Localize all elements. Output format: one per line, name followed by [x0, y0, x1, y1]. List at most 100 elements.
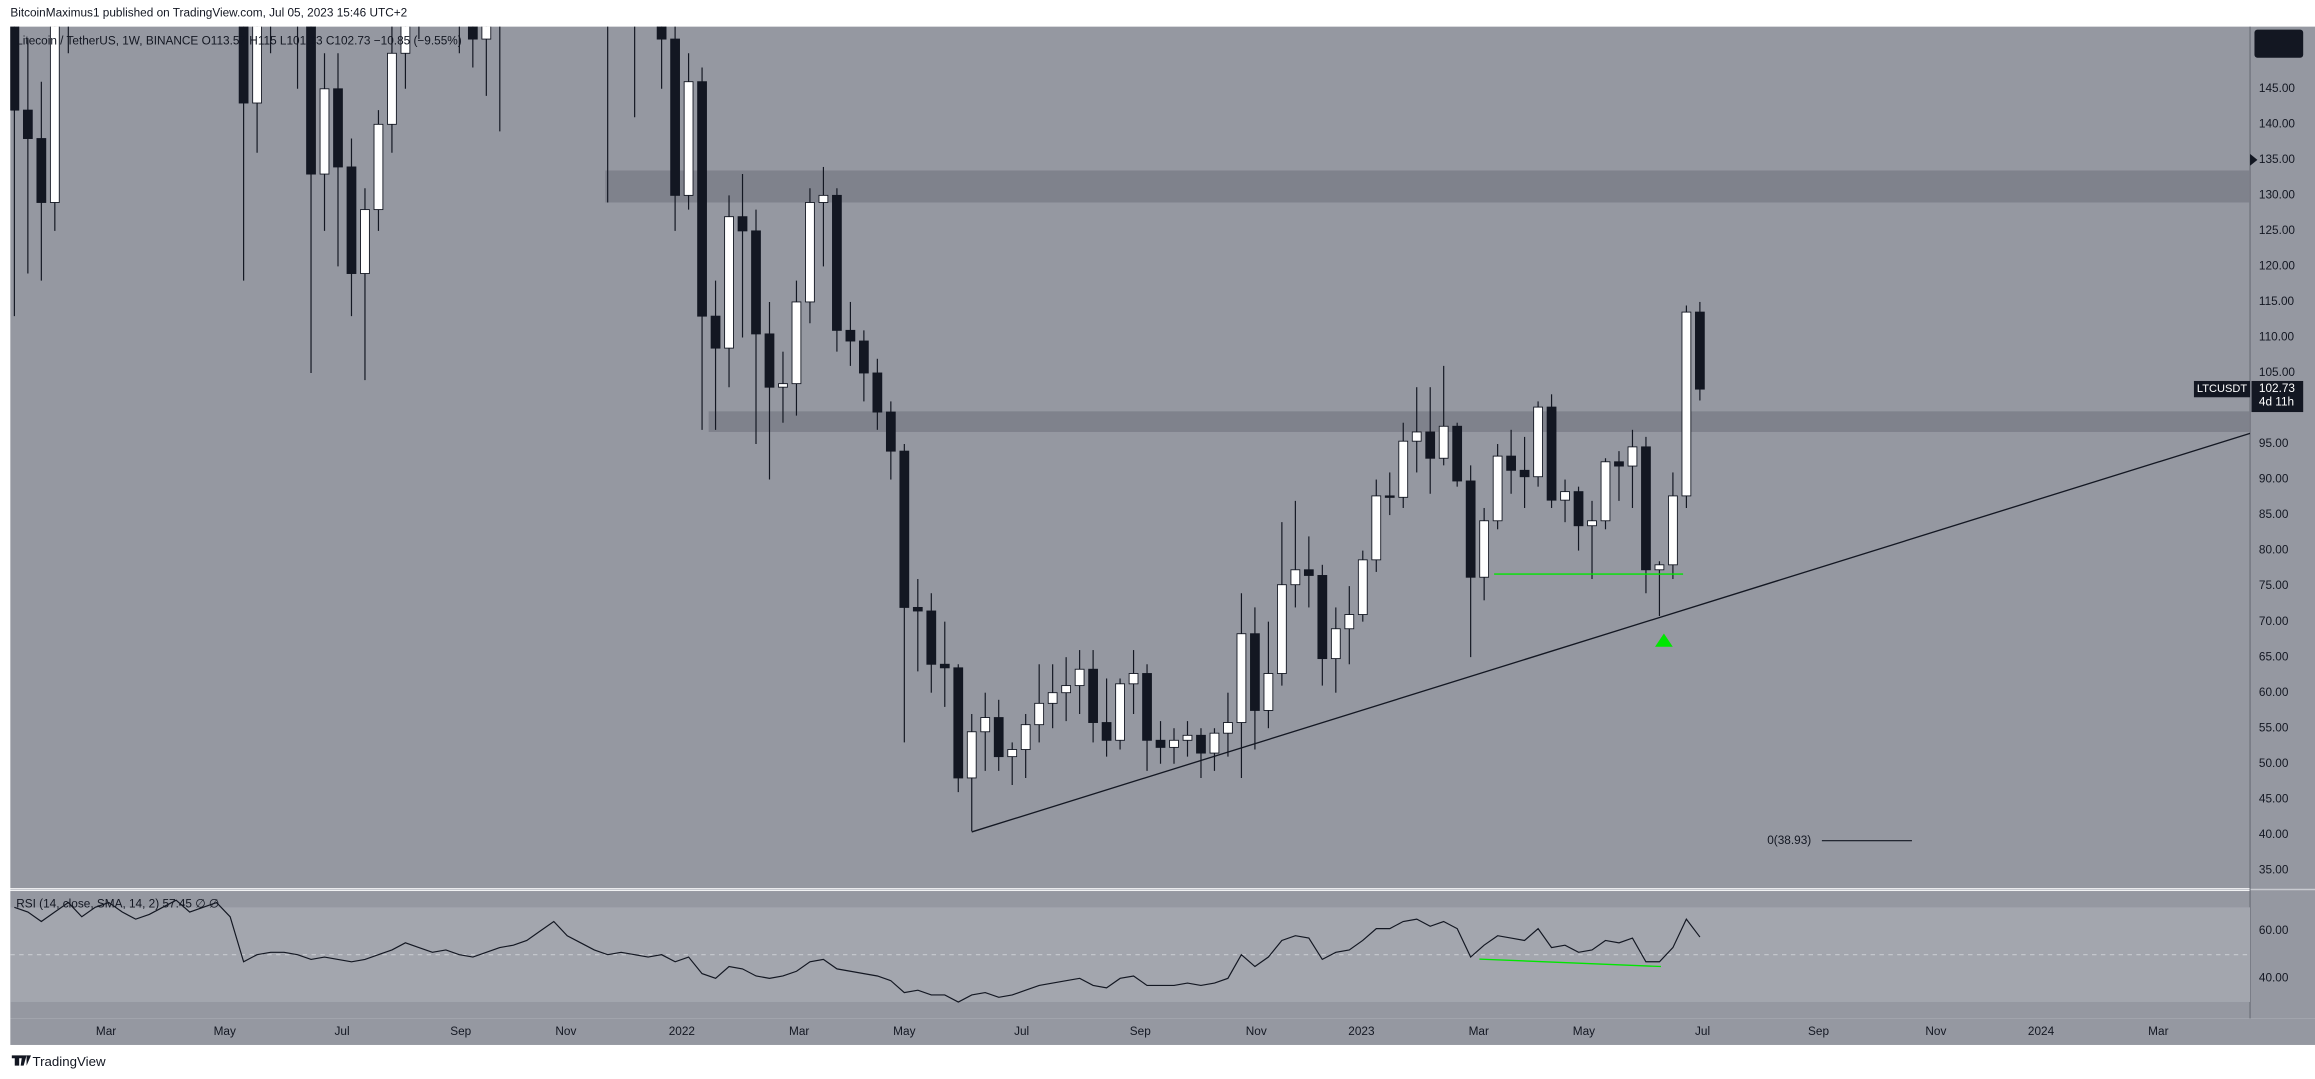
- candle-body: [656, 26, 667, 40]
- candle-body: [1384, 495, 1395, 498]
- y-tick-label: 125.00: [2259, 223, 2296, 237]
- symbol-box: [2193, 380, 2251, 398]
- candle-body: [1034, 702, 1045, 726]
- rsi-tick-label: 40.00: [2259, 970, 2289, 984]
- candle-body: [724, 216, 734, 349]
- y-tick-label: 40.00: [2259, 827, 2289, 841]
- candle-body: [1317, 575, 1328, 660]
- time-axis: [10, 1018, 2315, 1045]
- candle-body: [953, 667, 964, 779]
- candle-body: [1128, 673, 1139, 685]
- y-tick-label: 45.00: [2259, 791, 2289, 805]
- candle-body: [697, 81, 707, 317]
- candle-body: [1020, 724, 1031, 750]
- candle-body: [1465, 480, 1476, 578]
- candle-body: [737, 216, 748, 232]
- fib-label: 0(38.93): [1767, 833, 1811, 847]
- candle-body: [872, 372, 883, 413]
- candle-body: [306, 26, 316, 175]
- legend-value: 102.73: [334, 34, 371, 48]
- resistance-zone: [605, 170, 2251, 203]
- candle-body: [1263, 673, 1274, 711]
- x-tick-label: Nov: [1246, 1024, 1267, 1038]
- y-tick-label: 115.00: [2259, 294, 2295, 308]
- candle-body: [1344, 614, 1355, 630]
- legend-key: O: [202, 34, 211, 48]
- candle-body: [939, 663, 950, 669]
- candle-body: [1330, 628, 1341, 660]
- corner-button[interactable]: [2254, 29, 2304, 58]
- price-box: [2251, 380, 2304, 413]
- y-tick-label: 145.00: [2259, 81, 2296, 95]
- legend-key: L: [280, 34, 287, 48]
- candle-body: [1115, 683, 1125, 741]
- candle-body: [1290, 569, 1301, 586]
- x-tick-label: Mar: [96, 1024, 116, 1038]
- candle-body: [360, 209, 370, 274]
- legend-title: Litecoin / TetherUS, 1W, BINANCE: [16, 34, 198, 48]
- y-tick-label: 135.00: [2259, 152, 2296, 166]
- candle-body: [1668, 495, 1678, 566]
- x-tick-label: May: [1573, 1024, 1595, 1038]
- candle-body: [778, 383, 788, 388]
- candle-body: [1519, 469, 1530, 478]
- rsi-tick-label: 60.00: [2259, 923, 2289, 937]
- x-tick-label: Sep: [1130, 1024, 1151, 1038]
- header: BitcoinMaximus1 published on TradingView…: [10, 5, 407, 19]
- y-tick-label: 105.00: [2259, 365, 2296, 379]
- main-plot: 0(38.93): [10, 26, 2251, 847]
- resistance-zone: [708, 411, 2251, 432]
- y-tick-label: 130.00: [2259, 187, 2296, 201]
- candle-body: [764, 333, 775, 388]
- y-tick-label: 80.00: [2259, 543, 2289, 557]
- candle-body: [966, 731, 977, 779]
- candle-body: [926, 610, 937, 665]
- candle-body: [1155, 739, 1166, 748]
- candle-body: [710, 315, 721, 349]
- y-tick-label: 70.00: [2259, 614, 2289, 628]
- x-tick-label: Sep: [1808, 1024, 1829, 1038]
- candle-body: [670, 38, 680, 196]
- rsi-extra: ∅ ∅: [195, 896, 219, 910]
- candle-body: [400, 26, 411, 54]
- trendline: [971, 432, 2251, 833]
- candle-body: [1196, 734, 1206, 754]
- candle-body: [387, 52, 397, 125]
- y-tick-label: 140.00: [2259, 116, 2296, 130]
- candle-body: [885, 411, 896, 452]
- candle-body: [1654, 564, 1665, 571]
- rsi-legend: RSI (14, close, SMA, 14, 2) 57.45 ∅ ∅: [16, 896, 219, 910]
- candle-body: [333, 88, 343, 168]
- candle-body: [1533, 406, 1543, 478]
- x-tick-label: May: [214, 1024, 236, 1038]
- candle-body: [1627, 446, 1638, 467]
- candle-body: [1303, 569, 1314, 576]
- x-tick-label: Nov: [1925, 1024, 1946, 1038]
- x-tick-label: 2023: [1348, 1024, 1375, 1038]
- candle-body: [1573, 491, 1584, 527]
- legend-key: C: [326, 34, 335, 48]
- candle-body: [751, 230, 761, 335]
- candle-body: [1047, 692, 1058, 704]
- candle-body: [912, 606, 923, 612]
- candle-body: [980, 717, 991, 733]
- x-tick-label: 2022: [669, 1024, 695, 1038]
- candle-body: [1479, 520, 1490, 578]
- countdown: 4d 11h: [2259, 395, 2294, 409]
- candle-body: [1546, 406, 1557, 501]
- legend-value: 101.13: [287, 34, 324, 48]
- y-tick-label: 90.00: [2259, 472, 2289, 486]
- x-tick-label: Nov: [555, 1024, 576, 1038]
- legend: Litecoin / TetherUS, 1W, BINANCE O113.57…: [16, 34, 462, 48]
- candle-body: [10, 26, 20, 111]
- main-pane: [10, 26, 2251, 889]
- candle-body: [1695, 311, 1705, 390]
- candle-body: [1371, 495, 1382, 561]
- candle-body: [22, 109, 33, 139]
- y-tick-label: 35.00: [2259, 862, 2289, 876]
- y-tick-label: 95.00: [2259, 436, 2289, 450]
- legend-key: H: [249, 34, 258, 48]
- x-tick-label: 2024: [2028, 1024, 2055, 1038]
